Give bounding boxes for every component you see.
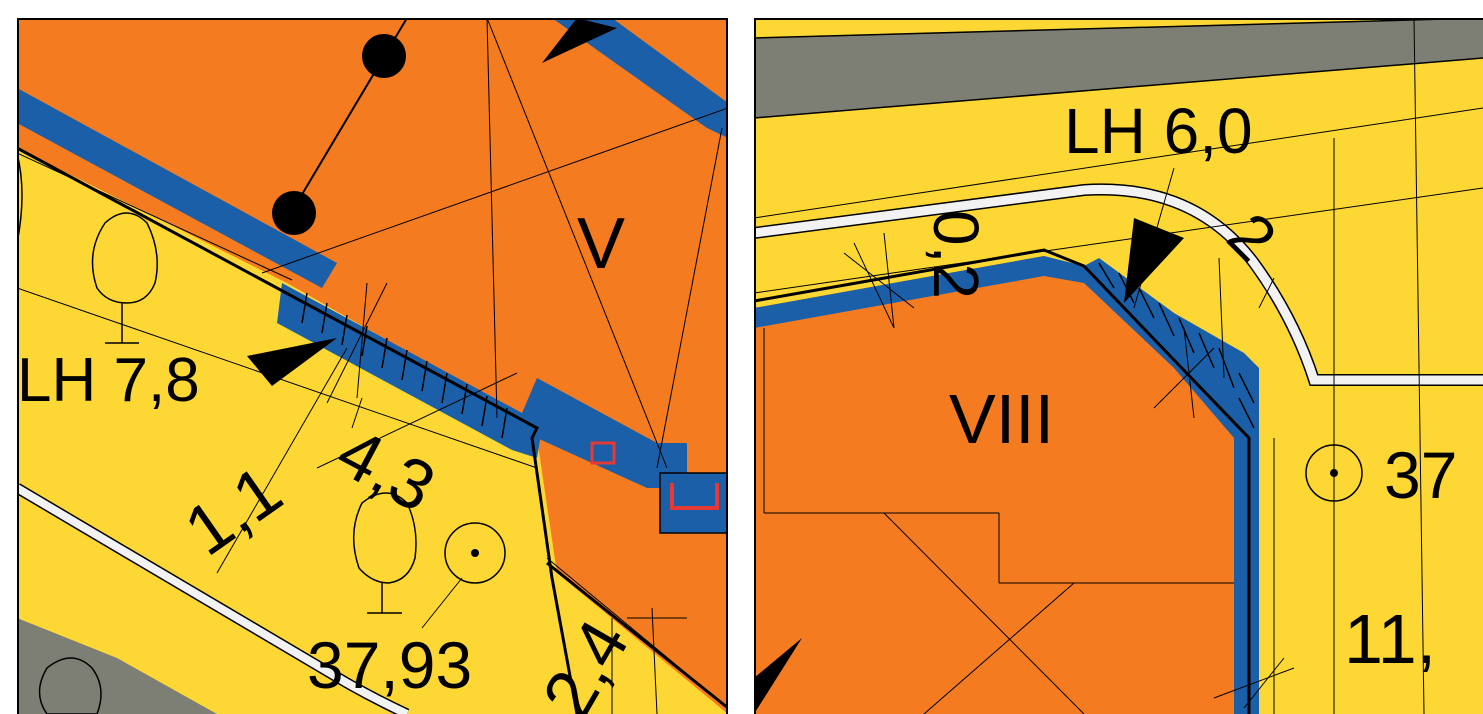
- map-panel-left: V LH 7,8 1,1 4,3 2,4 37,93: [17, 18, 728, 714]
- utility-pole-icon: [272, 191, 316, 235]
- elevation-label: 37: [1384, 438, 1457, 512]
- map-canvas-left: V LH 7,8 1,1 4,3 2,4 37,93: [17, 18, 728, 714]
- zone-label: VIII: [949, 380, 1054, 458]
- map-panel-right: LH 6,0 VIII 0,2 2 37 11,: [754, 18, 1483, 714]
- zone-label: V: [577, 204, 625, 284]
- map-canvas-right: LH 6,0 VIII 0,2 2 37 11,: [754, 18, 1483, 714]
- dimension-label: 0,2: [920, 210, 992, 299]
- height-label: LH 7,8: [17, 346, 200, 415]
- height-label: LH 6,0: [1064, 95, 1253, 167]
- utility-pole-icon: [362, 34, 406, 78]
- elevation-label: 37,93: [307, 628, 472, 702]
- dimension-label: 11,: [1344, 600, 1436, 678]
